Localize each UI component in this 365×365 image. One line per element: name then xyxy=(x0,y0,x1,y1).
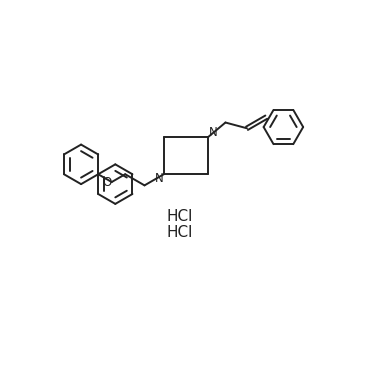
Text: HCl: HCl xyxy=(166,225,193,240)
Text: N: N xyxy=(155,172,164,185)
Text: O: O xyxy=(102,176,111,189)
Text: HCl: HCl xyxy=(166,209,193,224)
Text: N: N xyxy=(209,126,218,139)
